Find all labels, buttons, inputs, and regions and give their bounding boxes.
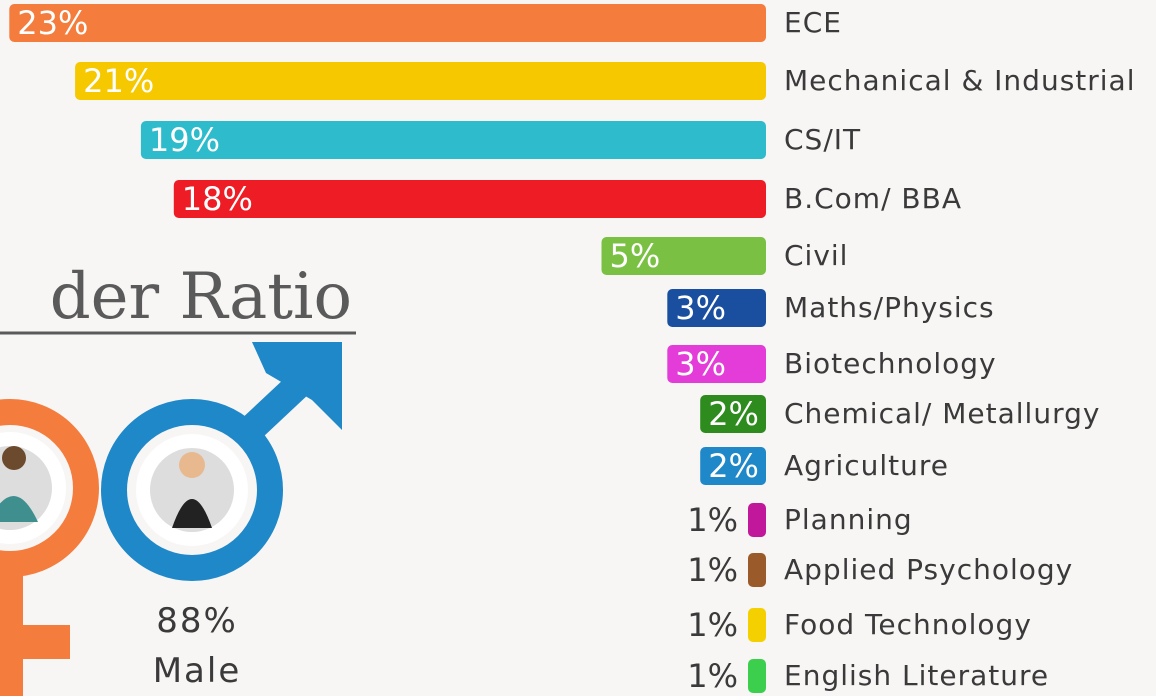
value-label: 18% xyxy=(182,180,253,218)
bar xyxy=(141,121,766,159)
infographic: der Ratio 88% Male 23% ECE 21% Mechanical &… xyxy=(0,0,1156,696)
value-label: 3% xyxy=(675,289,726,327)
female-symbol-bar xyxy=(0,625,70,659)
category-label: English Literature xyxy=(784,659,1049,692)
value-label: 2% xyxy=(708,447,759,485)
category-label: Maths/Physics xyxy=(784,291,995,324)
bar xyxy=(748,659,766,693)
value-label: 23% xyxy=(17,4,88,42)
bar xyxy=(748,553,766,587)
category-label: B.Com/ BBA xyxy=(784,182,962,215)
value-label: 1% xyxy=(687,551,738,589)
category-label: Food Technology xyxy=(784,608,1032,641)
value-label: 21% xyxy=(83,62,154,100)
value-label: 19% xyxy=(149,121,220,159)
value-label: 1% xyxy=(687,501,738,539)
category-label: Biotechnology xyxy=(784,347,997,380)
bar xyxy=(748,608,766,642)
category-label: Mechanical & Industrial xyxy=(784,64,1136,97)
bar xyxy=(9,4,766,42)
bar xyxy=(75,62,766,100)
category-label: ECE xyxy=(784,6,842,39)
category-label: Chemical/ Metallurgy xyxy=(784,397,1100,430)
category-label: Civil xyxy=(784,239,848,272)
category-label: Applied Psychology xyxy=(784,553,1073,586)
category-label: Agriculture xyxy=(784,449,949,482)
category-label: CS/IT xyxy=(784,123,861,156)
value-label: 1% xyxy=(687,657,738,695)
male-share: 88% xyxy=(156,601,238,641)
male-label: Male xyxy=(153,651,242,691)
value-label: 5% xyxy=(610,237,661,275)
value-label: 1% xyxy=(687,606,738,644)
value-label: 2% xyxy=(708,395,759,433)
bar xyxy=(748,503,766,537)
female-avatar-head xyxy=(2,446,26,470)
gender-panel: der Ratio 88% Male xyxy=(0,260,356,696)
section-title: der Ratio xyxy=(50,260,352,334)
male-avatar-head xyxy=(179,452,205,478)
value-label: 3% xyxy=(675,345,726,383)
bar xyxy=(174,180,766,218)
category-label: Planning xyxy=(784,503,913,536)
